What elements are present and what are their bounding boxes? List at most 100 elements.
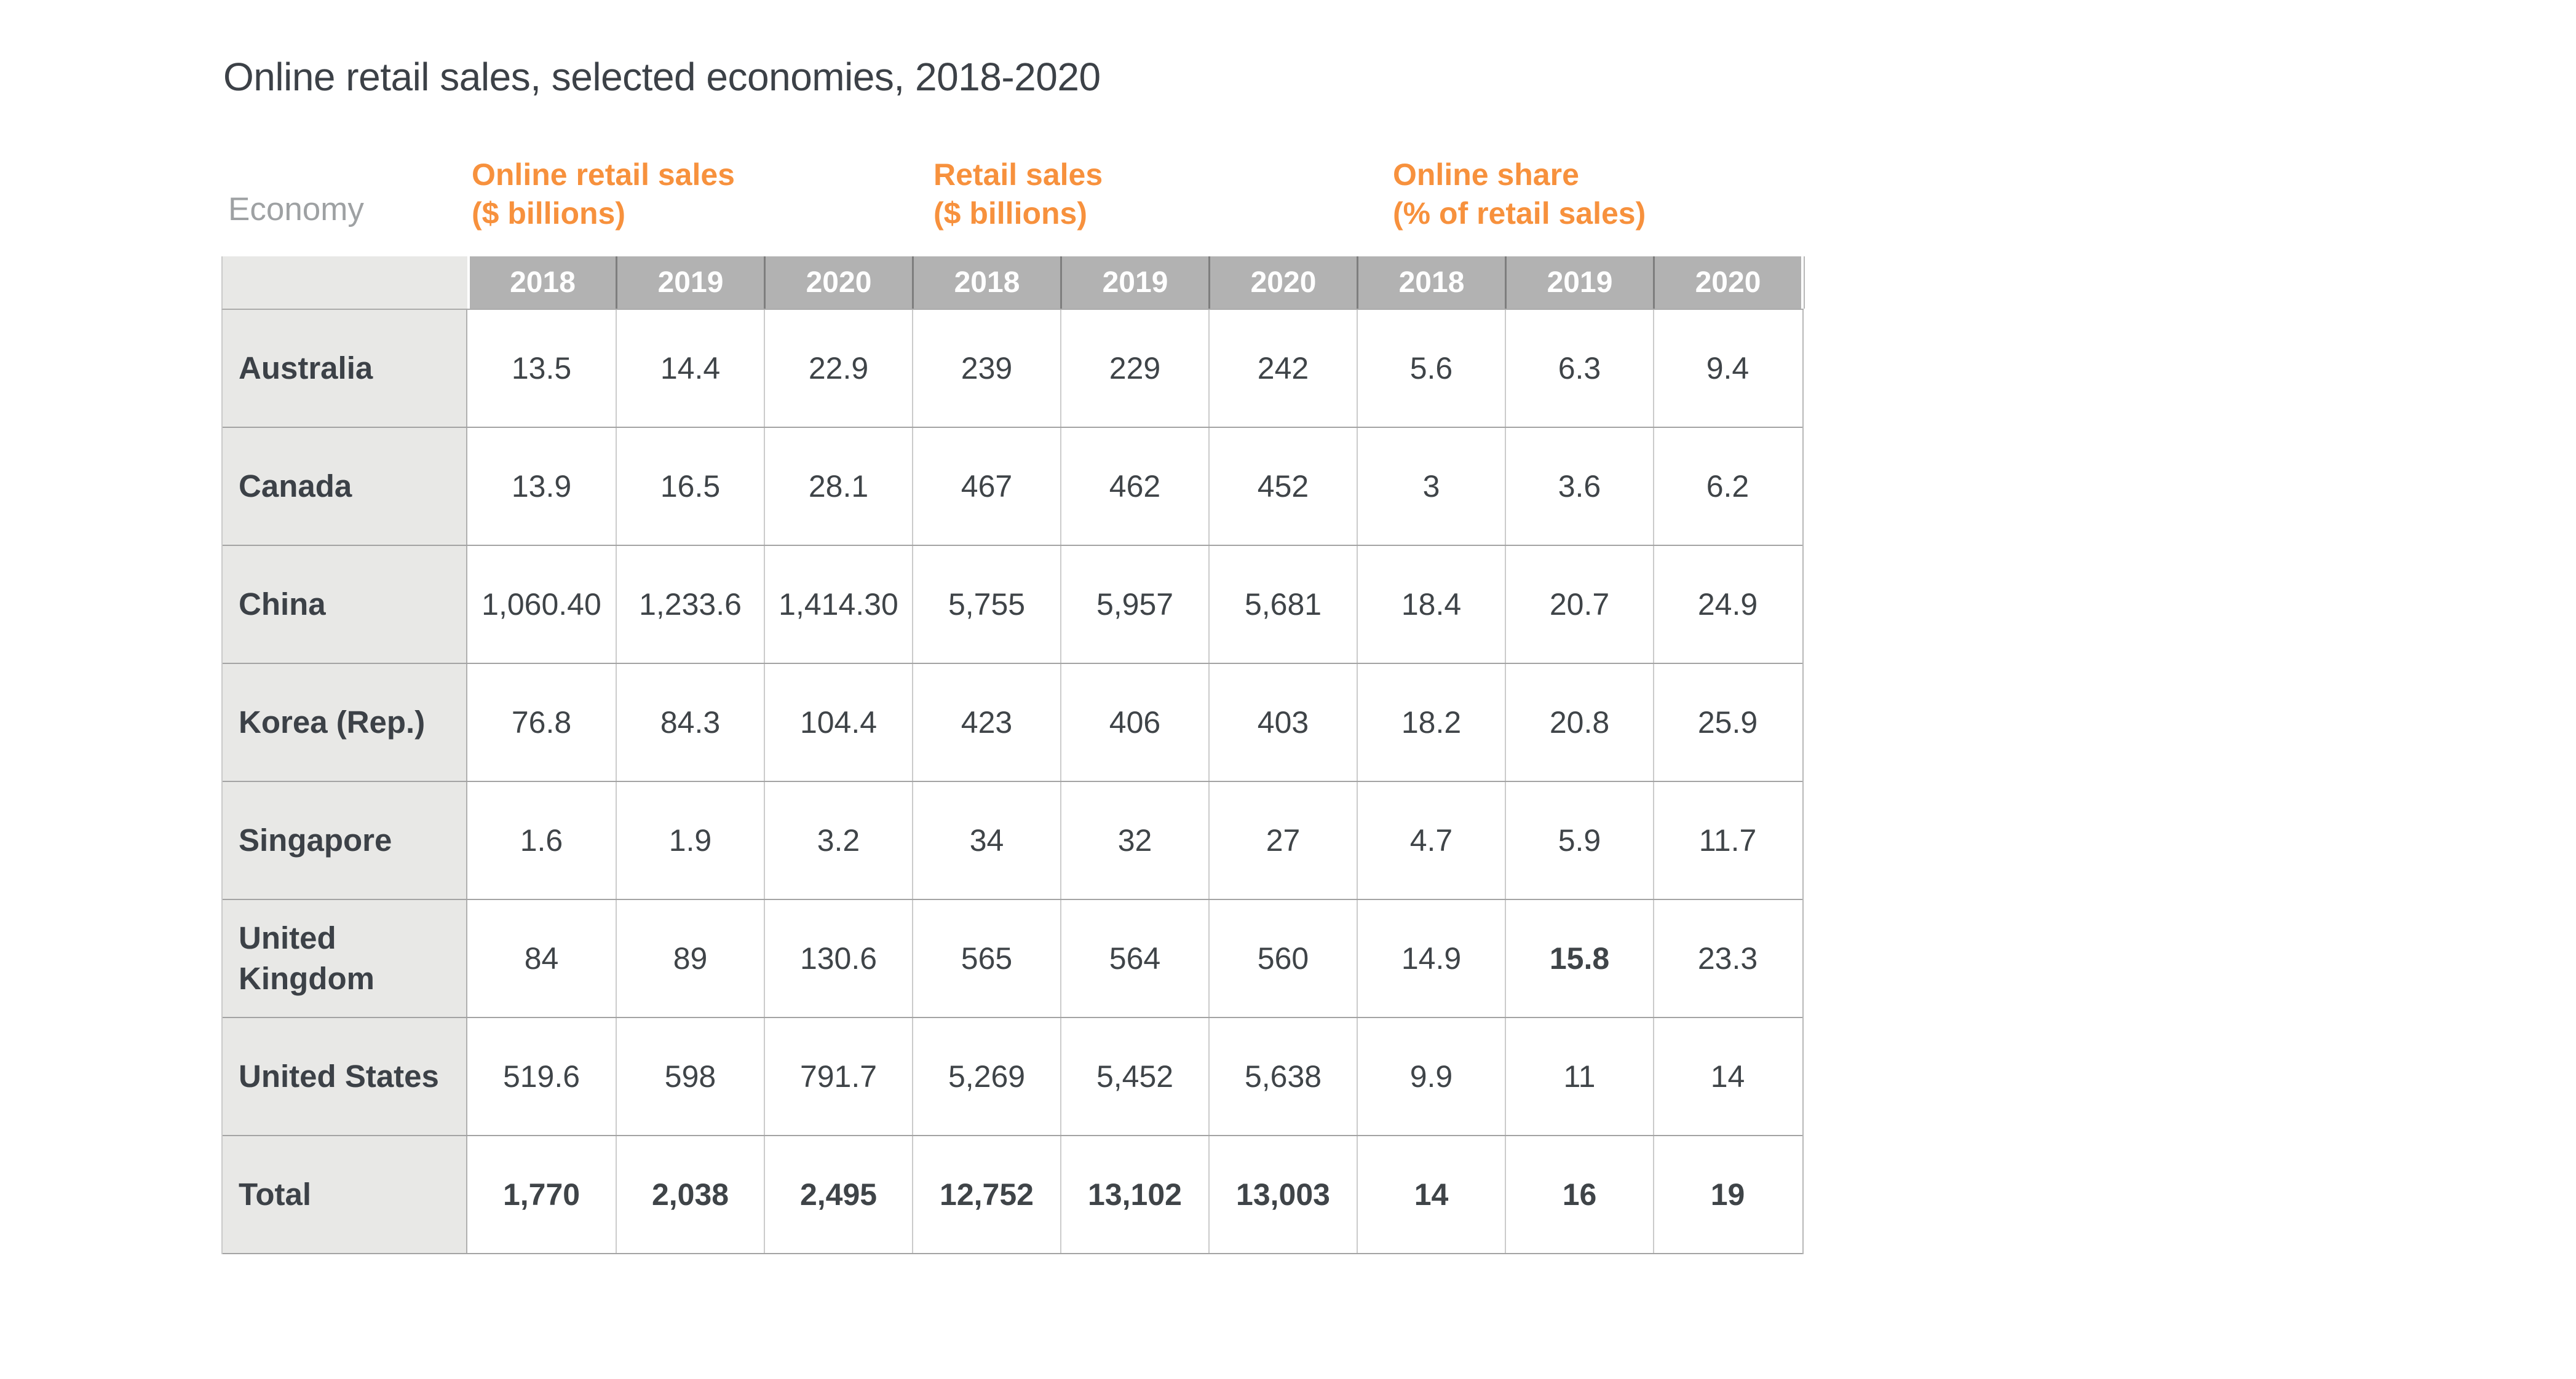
value-cell: 76.8 xyxy=(511,705,572,740)
value-cell: 239 xyxy=(912,310,1060,427)
value-cell: 24.9 xyxy=(1653,546,1801,663)
value-cell: 16.5 xyxy=(616,428,764,545)
value-cell: 9.4 xyxy=(1653,310,1801,427)
year-header-cell: 2020 xyxy=(764,256,912,309)
group-header-sublabel: ($ billions) xyxy=(472,196,625,231)
economy-column-label: Economy xyxy=(228,191,364,227)
value-cell: 519.6 xyxy=(502,1059,581,1094)
economy-cell: United States xyxy=(223,1018,467,1135)
table-row: United States 519.6 598 791.7 5,269 5,452 5,63… xyxy=(223,1018,1802,1136)
value-cell: 564 xyxy=(1060,900,1208,1017)
value-cell: 5,957 xyxy=(1060,546,1208,663)
value-cell: 791.7 xyxy=(764,1018,912,1135)
value-cell: 6.3 xyxy=(1505,310,1653,427)
value-cell: 5,638 xyxy=(1208,1018,1357,1135)
value-cell: 89 xyxy=(616,900,764,1017)
economy-cell: Canada xyxy=(223,428,467,545)
value-cell: 23.3 xyxy=(1653,900,1801,1017)
sales-table-body: Australia 13.5 14.4 22.9 239 229 242 5.6 6.3 9.4 C… xyxy=(221,310,1804,1254)
value-cell: 13.9 xyxy=(511,469,572,504)
value-cell: 12,752 xyxy=(912,1136,1060,1253)
value-cell: 452 xyxy=(1208,428,1357,545)
value-cell: 3.2 xyxy=(764,782,912,899)
economy-cell: United Kingdom xyxy=(223,900,467,1017)
table-row: Australia 13.5 14.4 22.9 239 229 242 5.6 6.3 9.4 xyxy=(223,310,1802,428)
value-cell: 13,102 xyxy=(1060,1136,1208,1253)
table-row: Canada 13.9 16.5 28.1 467 462 452 3 3.6 6.2 xyxy=(223,428,1802,546)
value-cell: 25.9 xyxy=(1653,664,1801,781)
value-cell: 18.2 xyxy=(1357,664,1505,781)
value-cell: 5,269 xyxy=(912,1018,1060,1135)
value-cell: 18.4 xyxy=(1357,546,1505,663)
value-cell: 1,060.40 xyxy=(482,587,601,622)
value-cell: 9.9 xyxy=(1357,1018,1505,1135)
value-cell: 2,038 xyxy=(616,1136,764,1253)
value-cell: 20.7 xyxy=(1505,546,1653,663)
group-header-label: Online retail sales xyxy=(472,157,735,192)
value-cell: 1,414.30 xyxy=(764,546,912,663)
table-row: Korea (Rep.) 76.8 84.3 104.4 423 406 403 18.2 20… xyxy=(223,664,1802,782)
group-header-label: Retail sales xyxy=(933,157,1103,192)
table-row: China 1,060.40 1,233.6 1,414.30 5,755 5,957 5,… xyxy=(223,546,1802,664)
value-cell: 403 xyxy=(1208,664,1357,781)
value-cell: 3.6 xyxy=(1505,428,1653,545)
table-row: United Kingdom 84 89 130.6 565 564 560 14.9 15.8… xyxy=(223,900,1802,1018)
group-header-online-retail-sales: Online retail sales ($ billions) xyxy=(472,156,735,233)
value-cell: 565 xyxy=(912,900,1060,1017)
value-cell: 598 xyxy=(616,1018,764,1135)
value-cell: 22.9 xyxy=(764,310,912,427)
economy-cell: China xyxy=(223,546,467,663)
value-cell: 5.6 xyxy=(1357,310,1505,427)
value-cell: 34 xyxy=(912,782,1060,899)
value-cell: 5,681 xyxy=(1208,546,1357,663)
value-cell: 11 xyxy=(1505,1018,1653,1135)
value-cell: 1,770 xyxy=(502,1177,581,1212)
value-cell: 84.3 xyxy=(616,664,764,781)
value-cell: 5,452 xyxy=(1060,1018,1208,1135)
band-tail xyxy=(1801,256,1805,309)
table-row: Total 1,770 2,038 2,495 12,752 13,102 13,003 14… xyxy=(223,1136,1802,1254)
year-header-cell: 2018 xyxy=(912,256,1060,309)
value-cell: 5,755 xyxy=(912,546,1060,663)
value-cell: 27 xyxy=(1208,782,1357,899)
value-cell: 32 xyxy=(1060,782,1208,899)
year-header-cell: 2018 xyxy=(467,256,616,309)
value-cell: 19 xyxy=(1653,1136,1801,1253)
value-cell: 130.6 xyxy=(764,900,912,1017)
value-cell: 11.7 xyxy=(1653,782,1801,899)
group-header-sublabel: (% of retail sales) xyxy=(1393,196,1646,231)
value-cell: 1.6 xyxy=(520,823,563,858)
value-cell: 5.9 xyxy=(1505,782,1653,899)
year-header-cell: 2019 xyxy=(616,256,764,309)
economy-cell: Total xyxy=(223,1136,467,1253)
value-cell: 28.1 xyxy=(764,428,912,545)
year-header-cell: 2019 xyxy=(1505,256,1653,309)
value-cell: 14.9 xyxy=(1357,900,1505,1017)
economy-header-cell xyxy=(223,256,467,309)
value-cell: 423 xyxy=(912,664,1060,781)
value-cell: 14.4 xyxy=(616,310,764,427)
year-header-band: 2018 2019 2020 2018 2019 2020 2018 2019 2020 xyxy=(221,256,1805,310)
group-header-online-share: Online share (% of retail sales) xyxy=(1393,156,1646,233)
value-cell: 242 xyxy=(1208,310,1357,427)
value-cell: 1.9 xyxy=(616,782,764,899)
value-cell: 1,233.6 xyxy=(616,546,764,663)
value-cell: 15.8 xyxy=(1505,900,1653,1017)
value-cell: 13,003 xyxy=(1208,1136,1357,1253)
year-header-cell: 2018 xyxy=(1357,256,1505,309)
value-cell: 16 xyxy=(1505,1136,1653,1253)
value-cell: 467 xyxy=(912,428,1060,545)
value-cell: 560 xyxy=(1208,900,1357,1017)
value-cell: 104.4 xyxy=(764,664,912,781)
economy-cell: Korea (Rep.) xyxy=(223,664,467,781)
group-header-retail-sales: Retail sales ($ billions) xyxy=(933,156,1103,233)
year-header-cell: 2020 xyxy=(1653,256,1801,309)
value-cell: 229 xyxy=(1060,310,1208,427)
year-header-cell: 2020 xyxy=(1208,256,1357,309)
value-cell: 406 xyxy=(1060,664,1208,781)
value-cell: 4.7 xyxy=(1357,782,1505,899)
table-row: Singapore 1.6 1.9 3.2 34 32 27 4.7 5.9 11.7 xyxy=(223,782,1802,900)
group-header-sublabel: ($ billions) xyxy=(933,196,1087,231)
value-cell: 462 xyxy=(1060,428,1208,545)
value-cell: 84 xyxy=(524,941,559,976)
